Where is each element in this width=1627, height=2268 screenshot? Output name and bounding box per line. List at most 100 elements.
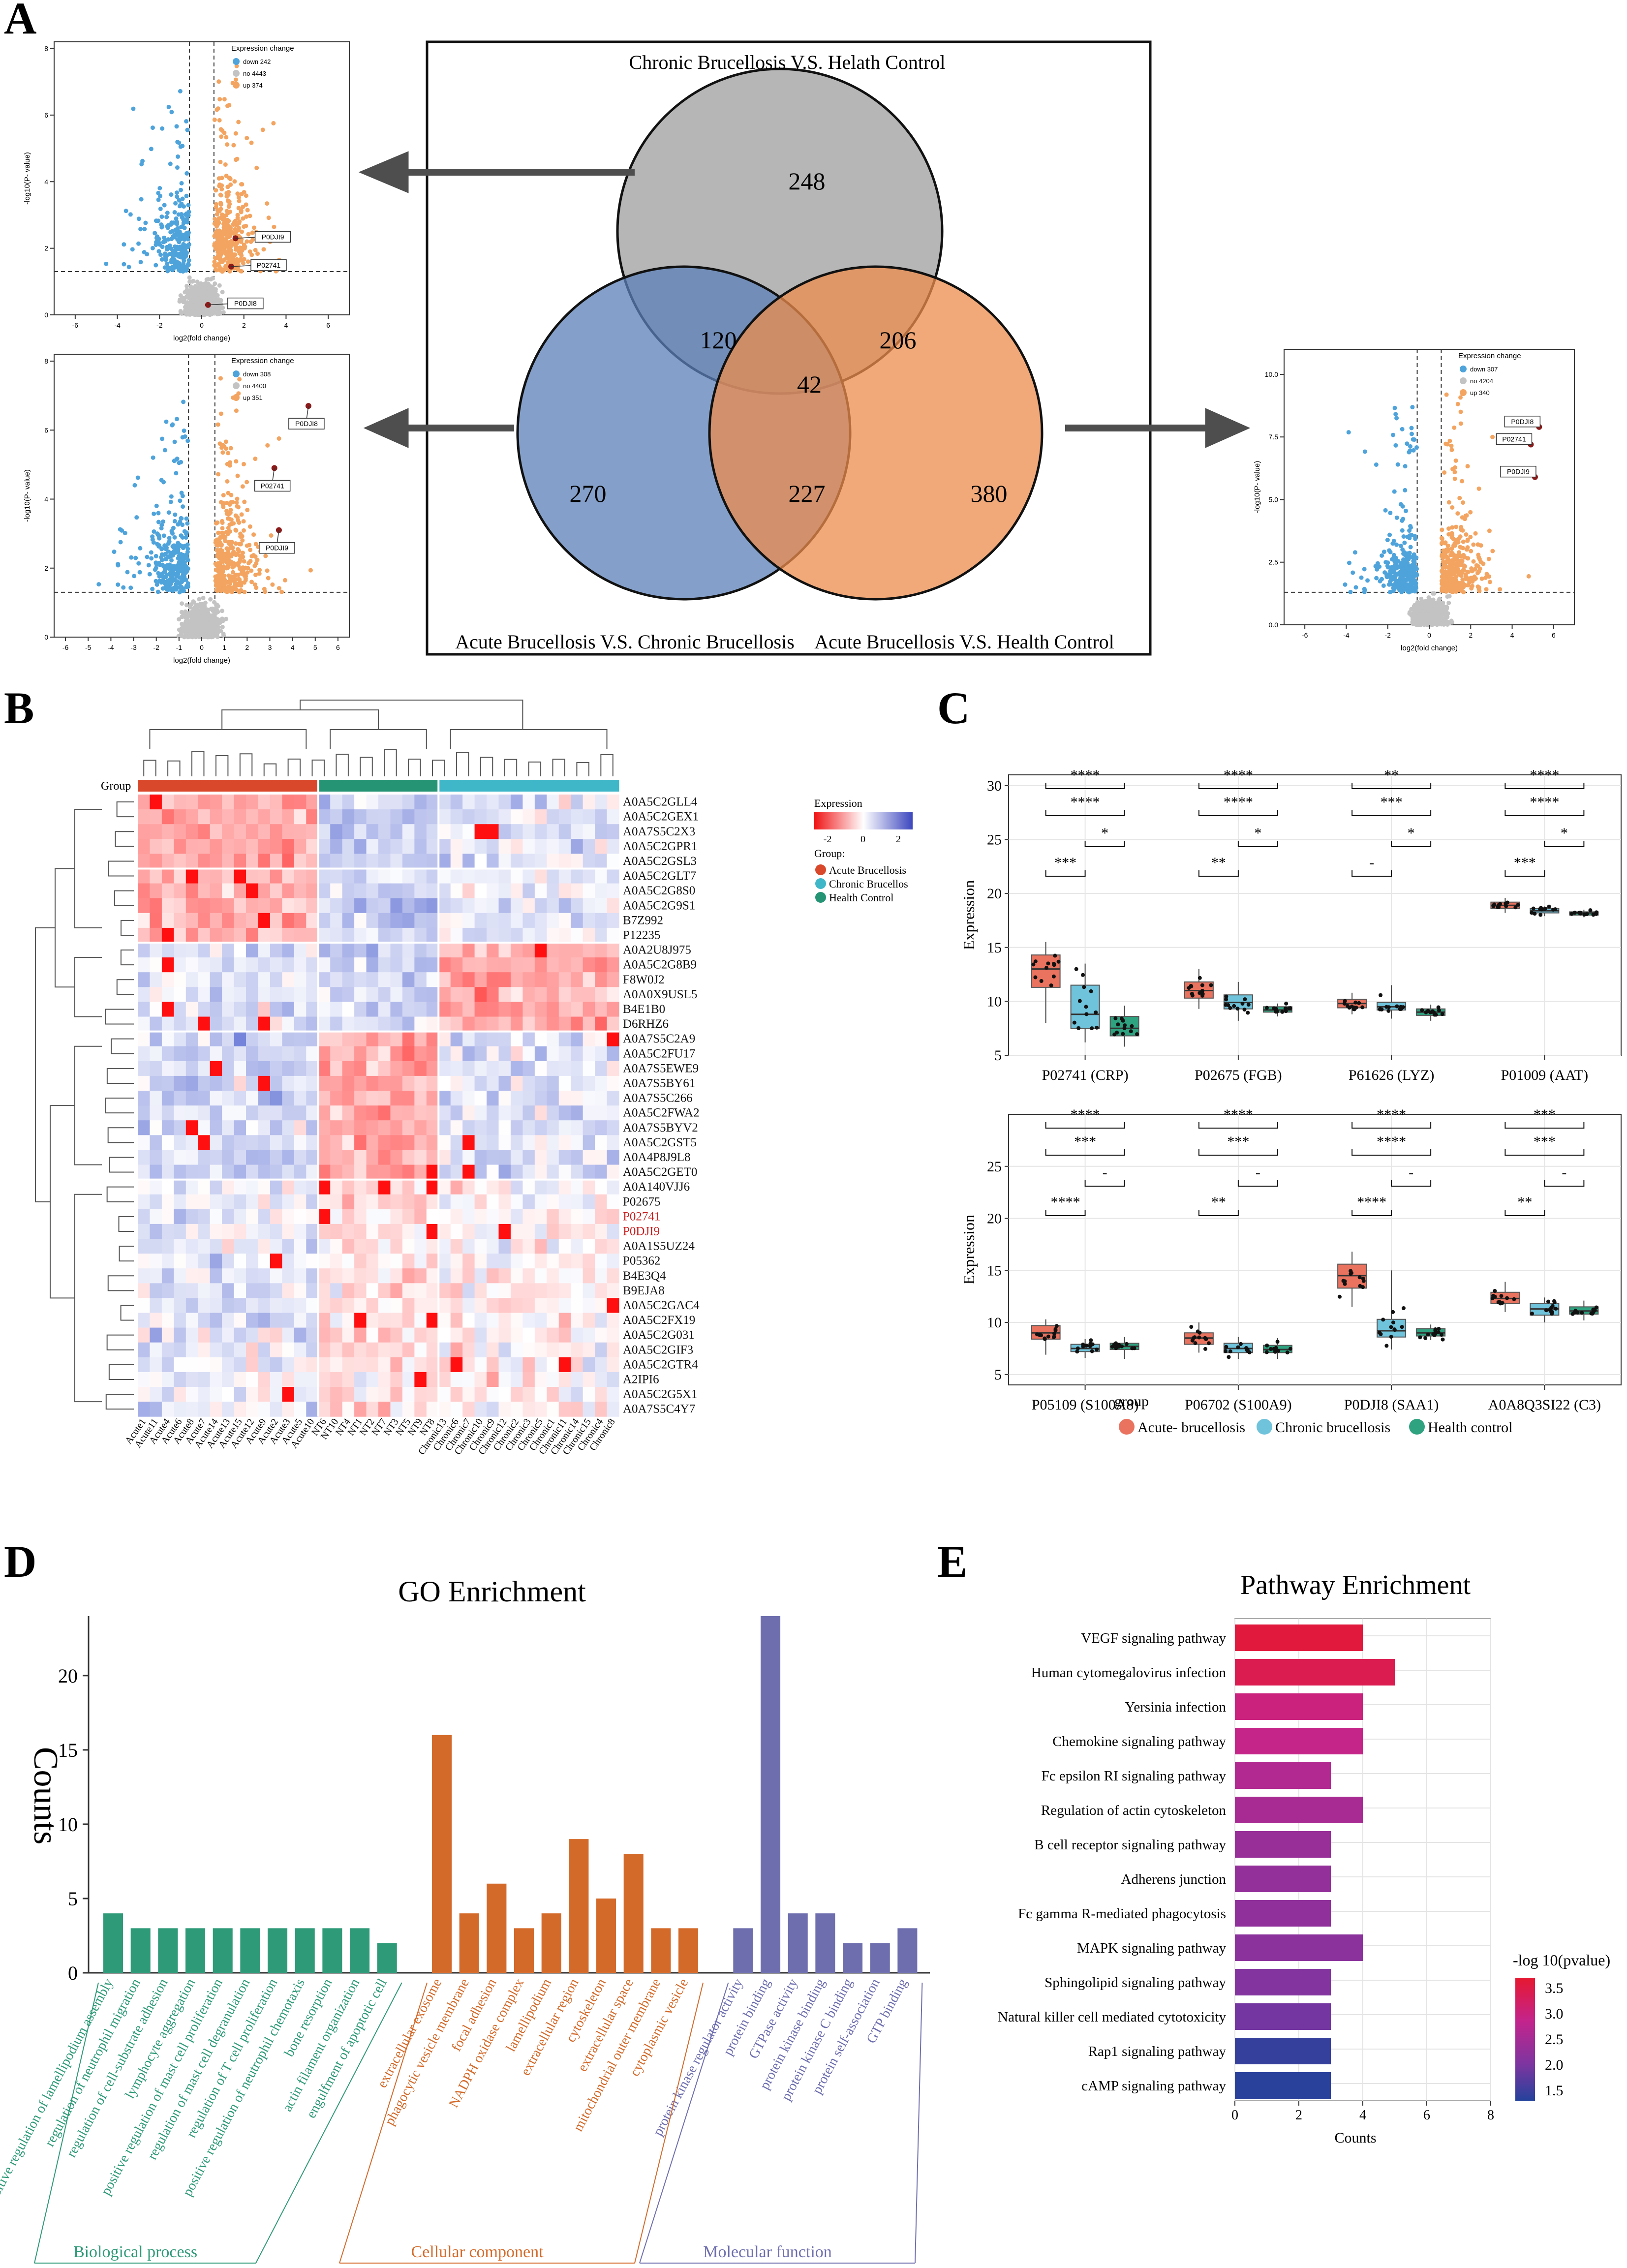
volcano-x-tick-label: -4 [114,321,121,329]
volcano-point-up [1473,531,1478,536]
volcano-point-up [232,179,237,184]
heatmap-cell [185,1046,198,1062]
volcano-point-down [1400,528,1405,533]
heatmap-cell [270,1016,282,1032]
volcano-point-up [213,255,217,260]
volcano-point-up [218,411,223,416]
heatmap-cell [487,987,499,1002]
heatmap-cell [522,957,535,973]
volcano-point-no [183,300,188,305]
volcano-y-label: -log10(P- value) [23,152,31,205]
volcano-point-up [217,118,222,123]
volcano-point-up [233,77,238,82]
heatmap-cell [414,1016,427,1032]
heatmap-cell [161,1061,174,1076]
volcano-point-up [1461,500,1466,505]
volcano-point-up [245,136,249,141]
heatmap-cell [510,1046,523,1062]
volcano-point-up [230,545,235,550]
heatmap-cell [390,943,403,958]
heatmap-cell [534,854,547,869]
volcano-point-up [254,165,259,170]
heatmap-cell [378,957,391,973]
volcano-point-up [242,580,247,585]
heatmap-cell [222,883,235,899]
volcano-point-down [161,533,166,538]
volcano-point-up [1458,395,1463,400]
volcano-point-up [226,560,231,565]
heatmap-cell [185,854,198,869]
volcano-point-down [172,459,177,463]
volcano-point-down [1343,582,1348,587]
heatmap-cell [522,824,535,839]
volcano-point-up [216,253,221,258]
volcano-point-up [1441,570,1445,575]
heatmap-cell [306,987,319,1002]
volcano-point-no [201,611,206,615]
heatmap-cell [330,839,343,854]
heatmap-cell [234,883,246,899]
volcano-point-down [1388,511,1393,516]
heatmap-cell [426,795,439,810]
venn-count-all-three: 42 [797,370,822,398]
heatmap-cell [390,1002,403,1017]
heatmap-cell [150,972,162,987]
heatmap-cell [174,795,186,810]
heatmap-cell [426,913,439,928]
heatmap-cell [150,957,162,973]
heatmap-cell [342,868,355,884]
volcano-point-down [172,519,177,523]
volcano-point-up [236,505,241,510]
volcano-point-down [159,214,164,219]
heatmap-cell [438,987,451,1002]
heatmap-group-cell [330,780,343,792]
volcano-point-down [1412,556,1417,561]
volcano-point-down [1407,450,1412,455]
volcano-point-no [1424,606,1429,611]
heatmap-cell [270,824,282,839]
volcano-point-no [1411,620,1415,625]
volcano-point-up [1446,565,1451,570]
heatmap-cell [366,1016,379,1032]
heatmap-cell [462,972,475,987]
volcano-legend-entry: down 307 [1470,366,1498,373]
volcano-point-down [104,261,109,266]
volcano-point-down [171,545,176,550]
heatmap-cell [330,868,343,884]
volcano-point-down [167,536,172,541]
heatmap-cell [474,1016,487,1032]
heatmap-cell [571,854,583,869]
volcano-point-down [175,417,180,422]
heatmap-cell [522,854,535,869]
panel-letter-c: C [937,683,970,733]
heatmap-cell [426,1061,439,1076]
volcano-point-up [1460,479,1465,484]
volcano-point-down [167,243,172,248]
heatmap-cell [607,1046,619,1062]
volcano-point-no [1413,614,1418,619]
heatmap-cell [474,824,487,839]
volcano-point-up [247,214,252,218]
volcano-x-tick-label: -5 [85,644,92,651]
heatmap-cell [138,795,150,810]
volcano-point-no [1417,621,1422,626]
volcano-point-up [242,224,246,229]
heatmap-cell [571,957,583,973]
heatmap-cell [246,883,258,899]
heatmap-cell [426,868,439,884]
heatmap-cell [366,868,379,884]
heatmap-cell [330,883,343,899]
heatmap-cell [522,927,535,943]
volcano-label-text: P0DJI9 [266,544,288,552]
heatmap-cell [402,898,415,914]
heatmap-cell [487,898,499,914]
heatmap-cell [270,809,282,825]
volcano-point-down [185,127,190,132]
heatmap-cell [198,957,211,973]
heatmap-cell [426,854,439,869]
heatmap-cell [450,943,463,958]
volcano-point-no [195,308,200,313]
heatmap-cell [390,824,403,839]
volcano-point-down [1391,539,1396,544]
heatmap-cell [595,809,608,825]
